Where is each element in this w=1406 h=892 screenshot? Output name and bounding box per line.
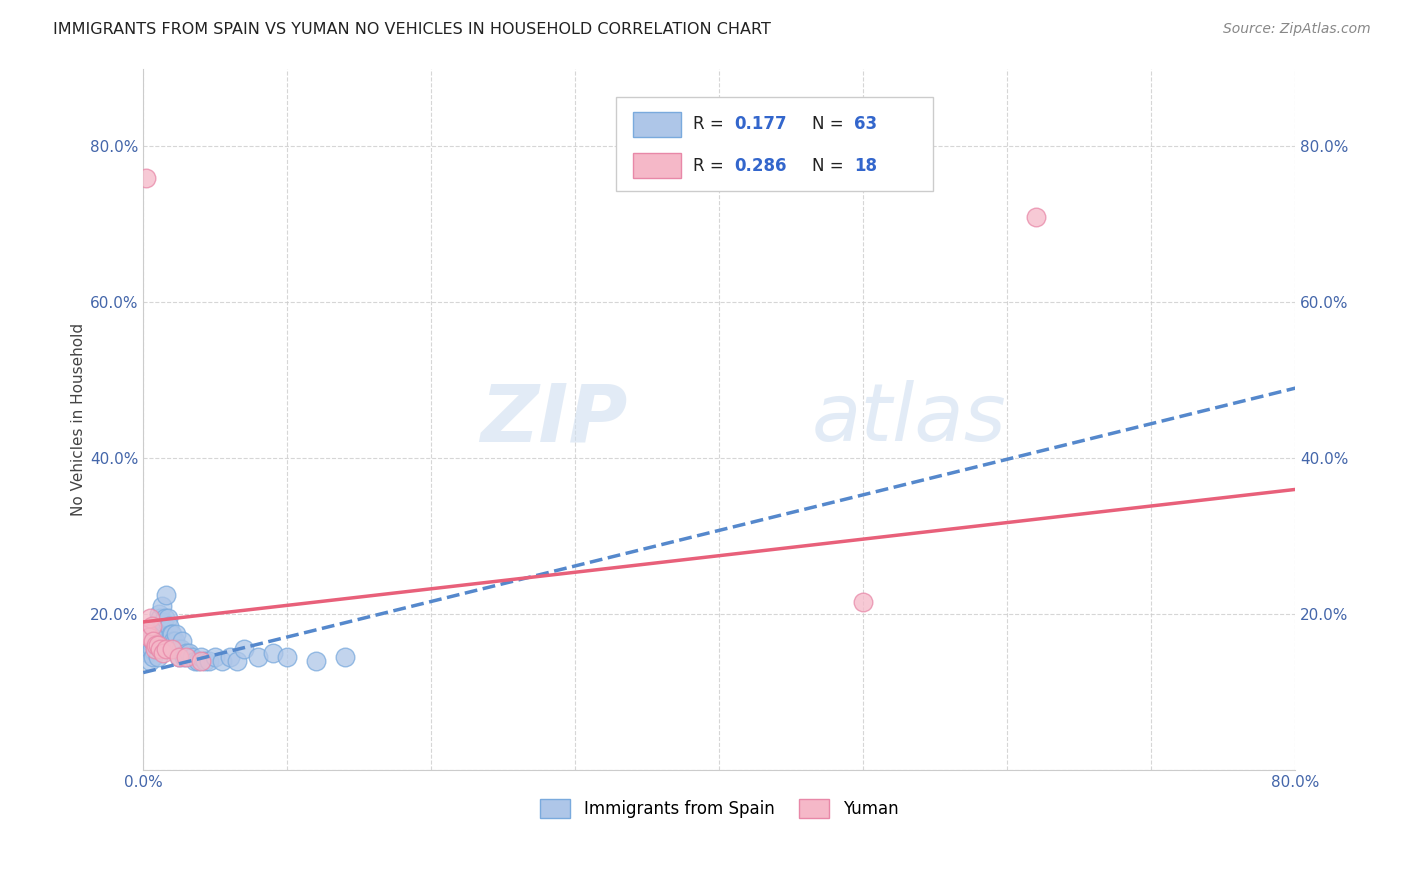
Point: [211, 654, 233, 668]
Point: [145, 638, 167, 652]
Point: [181, 650, 204, 665]
Point: [139, 626, 162, 640]
Point: [160, 626, 183, 640]
Point: [153, 611, 176, 625]
Point: [143, 642, 166, 657]
Point: [138, 631, 160, 645]
Point: [156, 611, 179, 625]
Point: [204, 650, 226, 665]
Point: [190, 650, 212, 665]
Point: [152, 615, 174, 629]
Point: [142, 634, 165, 648]
Point: [150, 634, 173, 648]
Point: [139, 611, 162, 625]
Point: [157, 619, 180, 633]
Point: [173, 650, 195, 665]
Point: [142, 634, 165, 648]
Point: [163, 634, 186, 648]
Point: [333, 650, 356, 665]
Point: [152, 634, 174, 648]
Point: [155, 631, 177, 645]
Point: [176, 646, 198, 660]
FancyBboxPatch shape: [633, 153, 682, 178]
Point: [225, 654, 247, 668]
Point: [852, 595, 875, 609]
Point: [149, 631, 172, 645]
Point: [136, 634, 159, 648]
Point: [149, 642, 172, 657]
Point: [276, 650, 298, 665]
Point: [160, 642, 183, 657]
Point: [218, 650, 240, 665]
Point: [167, 650, 190, 665]
Point: [198, 654, 221, 668]
Text: R =: R =: [693, 157, 728, 175]
Point: [179, 646, 201, 660]
Point: [150, 599, 173, 614]
Point: [155, 588, 177, 602]
Point: [141, 642, 163, 657]
Point: [135, 626, 157, 640]
Point: [141, 631, 163, 645]
Text: ZIP: ZIP: [479, 380, 627, 458]
Point: [143, 638, 166, 652]
Point: [190, 654, 212, 668]
Point: [247, 650, 270, 665]
Point: [136, 646, 159, 660]
Point: [184, 654, 207, 668]
Point: [146, 626, 169, 640]
Point: [149, 611, 172, 625]
FancyBboxPatch shape: [633, 112, 682, 136]
Text: N =: N =: [811, 115, 848, 133]
Point: [187, 654, 209, 668]
Text: R =: R =: [693, 115, 728, 133]
Text: 63: 63: [855, 115, 877, 133]
Point: [159, 626, 181, 640]
Point: [166, 642, 188, 657]
Point: [169, 642, 191, 657]
Text: IMMIGRANTS FROM SPAIN VS YUMAN NO VEHICLES IN HOUSEHOLD CORRELATION CHART: IMMIGRANTS FROM SPAIN VS YUMAN NO VEHICL…: [53, 22, 772, 37]
Point: [233, 642, 256, 657]
Text: N =: N =: [811, 157, 848, 175]
Point: [142, 626, 165, 640]
Point: [146, 650, 169, 665]
Point: [176, 650, 198, 665]
Point: [143, 623, 166, 637]
Point: [165, 626, 187, 640]
Point: [135, 170, 157, 185]
Text: 0.286: 0.286: [734, 157, 787, 175]
Point: [145, 626, 167, 640]
Point: [172, 634, 194, 648]
Point: [145, 634, 167, 648]
Point: [139, 634, 162, 648]
Point: [146, 638, 169, 652]
Y-axis label: No Vehicles in Household: No Vehicles in Household: [72, 323, 86, 516]
Point: [167, 650, 190, 665]
Point: [138, 642, 160, 657]
Point: [194, 654, 217, 668]
Point: [139, 654, 162, 668]
Text: atlas: atlas: [811, 380, 1007, 458]
Point: [162, 634, 184, 648]
Text: Source: ZipAtlas.com: Source: ZipAtlas.com: [1223, 22, 1371, 37]
Point: [138, 631, 160, 645]
Point: [152, 646, 174, 660]
Point: [146, 634, 169, 648]
Point: [148, 607, 170, 621]
Point: [136, 626, 159, 640]
Point: [135, 642, 157, 657]
Point: [141, 619, 163, 633]
Point: [1025, 210, 1047, 224]
FancyBboxPatch shape: [616, 96, 932, 191]
Point: [155, 642, 177, 657]
Point: [153, 638, 176, 652]
Point: [148, 634, 170, 648]
Point: [305, 654, 328, 668]
Legend: Immigrants from Spain, Yuman: Immigrants from Spain, Yuman: [534, 792, 905, 825]
Text: 18: 18: [855, 157, 877, 175]
Text: 0.177: 0.177: [734, 115, 787, 133]
Point: [262, 646, 284, 660]
Point: [142, 650, 165, 665]
